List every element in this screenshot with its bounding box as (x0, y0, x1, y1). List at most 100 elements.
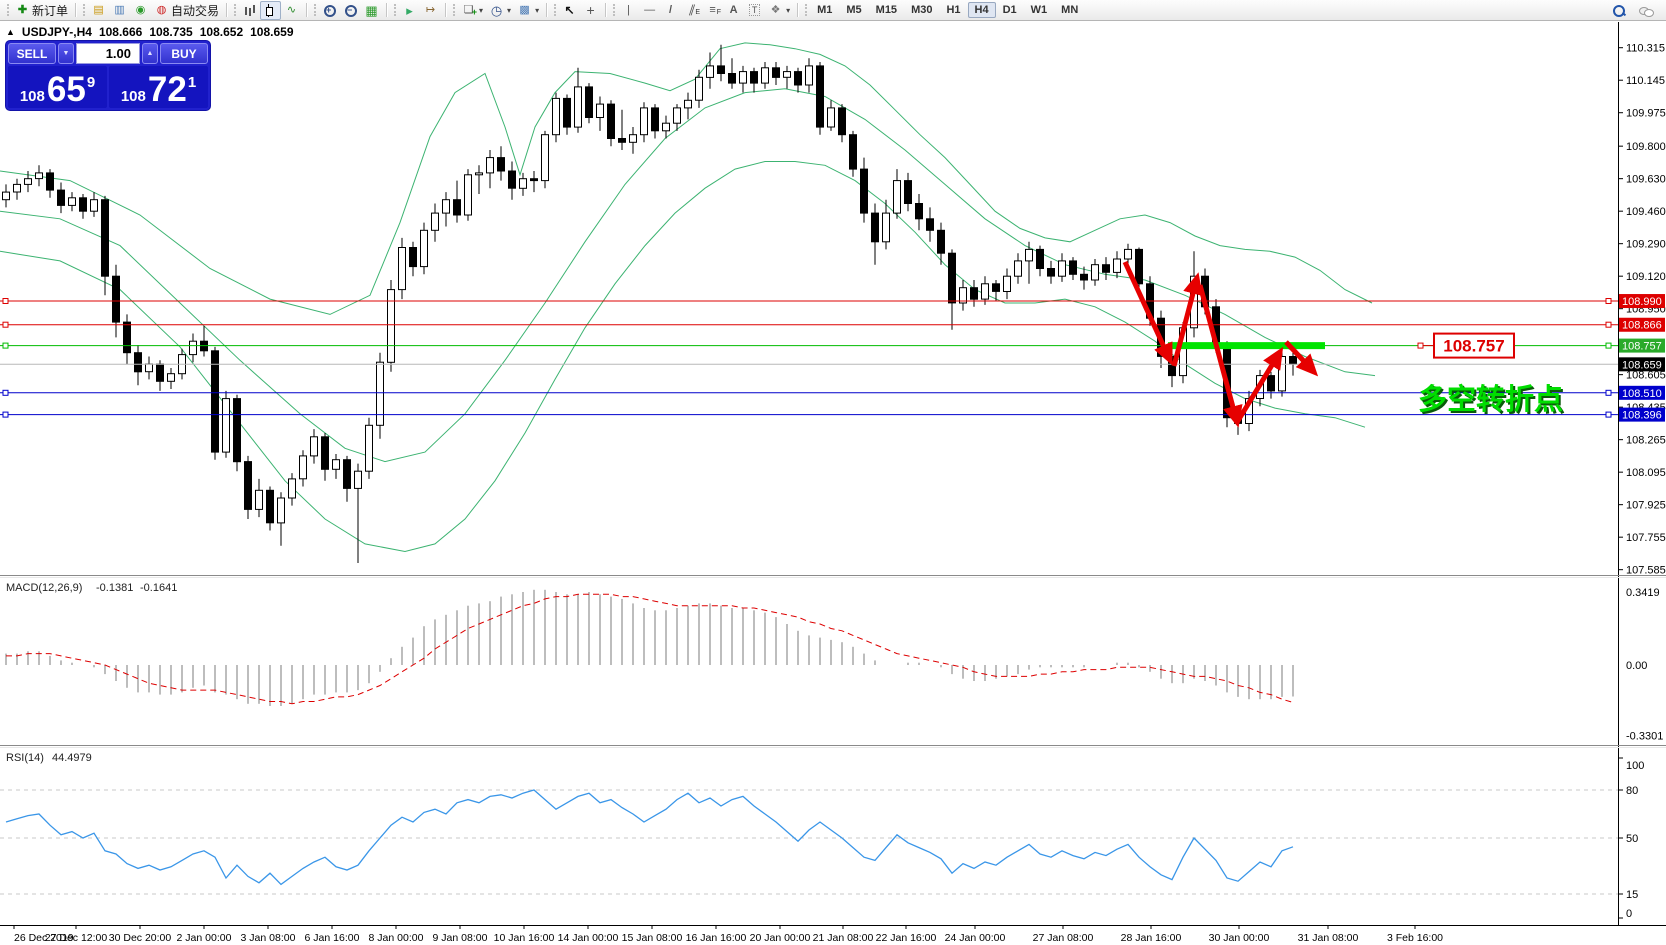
price-tick-label: 109.120 (1626, 271, 1666, 283)
horizontal-lines[interactable] (0, 298, 1618, 418)
timeframe-w1[interactable]: W1 (1030, 4, 1048, 16)
new-chart-button[interactable]: ▾ (458, 1, 486, 20)
toolbar-right (1608, 1, 1662, 20)
macd-signal-line (6, 593, 1294, 705)
macd-value: -0.1381 (96, 582, 133, 594)
candle-body (1047, 268, 1055, 277)
rsi-scale-label: 80 (1626, 785, 1638, 797)
chart-shift-icon (423, 3, 438, 18)
line-handle[interactable] (2, 342, 9, 349)
candle-body (805, 65, 813, 86)
candle-body (123, 321, 131, 354)
vertical-line-button[interactable] (618, 1, 639, 20)
bollinger-upper-band (0, 42, 1373, 315)
candle-body (13, 183, 21, 193)
buy-price-big: 72 (147, 70, 187, 109)
timeframe-m30[interactable]: M30 (911, 4, 933, 16)
periods-button[interactable]: ▾ (486, 1, 514, 20)
candle-body (90, 199, 98, 212)
arrows-tool-button[interactable]: ▾ (765, 1, 793, 20)
auto-scroll-button[interactable] (399, 1, 420, 20)
collapse-arrow-icon[interactable]: ▲ (6, 27, 15, 37)
candle-body (299, 455, 307, 480)
rsi-scale-label: 15 (1626, 889, 1638, 901)
text-label-button[interactable] (744, 1, 765, 20)
buy-button[interactable]: BUY (160, 43, 208, 64)
candle-body (343, 459, 351, 489)
line-handle[interactable] (1605, 342, 1612, 349)
candle-body (1003, 275, 1011, 293)
crosshair-button[interactable] (580, 1, 601, 20)
text-icon (726, 3, 741, 18)
time-tick-label: 10 Jan 16:00 (494, 932, 555, 944)
horizontal-line-button[interactable] (639, 1, 660, 20)
trend-arrow[interactable] (1284, 340, 1319, 377)
price-axis[interactable]: 110.315 110.145 109.975 109.800 109.630 109.4… (1618, 43, 1666, 920)
chevron-down-icon: ▾ (479, 5, 484, 15)
chat-button[interactable] (1635, 1, 1656, 20)
timeframe-m5[interactable]: M5 (846, 4, 862, 16)
quote-high: 108.735 (149, 25, 193, 39)
fibonacci-button[interactable] (702, 1, 723, 20)
line-handle[interactable] (1605, 298, 1612, 304)
zoom-out-button[interactable] (340, 1, 361, 20)
cursor-button[interactable] (559, 1, 580, 20)
sell-price-pip: 9 (86, 74, 96, 91)
tile-windows-button[interactable] (361, 1, 382, 20)
price-callout-box[interactable] (1433, 332, 1515, 359)
volume-input[interactable]: 1.00 (76, 43, 140, 64)
line-handle[interactable] (2, 298, 9, 304)
trend-arrow[interactable] (1197, 284, 1243, 428)
annotation-text[interactable]: 多空转折点 (1418, 382, 1563, 416)
candle-body (981, 283, 989, 300)
timeframe-h1[interactable]: H1 (946, 4, 961, 16)
line-handle[interactable] (2, 411, 9, 418)
line-handle[interactable] (1605, 389, 1612, 396)
line-chart-mode-button[interactable] (281, 1, 302, 20)
trend-arrow[interactable] (1122, 260, 1173, 366)
timeframe-h4[interactable]: H4 (967, 2, 996, 18)
sell-button[interactable]: SELL (8, 43, 56, 64)
text-button[interactable] (723, 1, 744, 20)
buy-price-display[interactable]: 108 72 1 (109, 66, 208, 108)
new-order-button[interactable]: 新订单 (12, 1, 71, 20)
candle-mode-button[interactable] (260, 0, 282, 20)
trend-arrow[interactable] (1233, 346, 1284, 426)
search-button[interactable] (1608, 1, 1629, 20)
timeframe-d1[interactable]: D1 (1002, 4, 1017, 16)
sell-price-display[interactable]: 108 65 9 (8, 66, 107, 108)
bollinger-middle-band (0, 88, 1376, 463)
line-handle[interactable] (1605, 321, 1612, 328)
zoom-in-button[interactable] (319, 1, 340, 20)
callout-anchor[interactable] (1417, 342, 1424, 349)
vertical-line-icon (621, 3, 636, 18)
auto-trading-button[interactable]: 自动交易 (151, 1, 222, 20)
chart-shift-button[interactable] (420, 1, 441, 20)
candle-body (761, 67, 769, 84)
candle-body (904, 180, 912, 205)
line-handle[interactable] (1605, 411, 1612, 418)
line-handle[interactable] (2, 321, 9, 328)
line-handle[interactable] (2, 389, 9, 396)
data-window-button[interactable] (109, 1, 130, 20)
templates-button[interactable]: ▾ (514, 1, 542, 20)
equidistant-channel-button[interactable] (681, 1, 702, 20)
candle-body (519, 178, 527, 189)
candle-body (321, 436, 329, 470)
navigator-button[interactable] (130, 1, 151, 20)
timeframe-m1[interactable]: M1 (817, 4, 833, 16)
timeframe-m15[interactable]: M15 (875, 4, 898, 16)
symbol-period: USDJPY-,H4 (21, 25, 92, 39)
trend-line-button[interactable] (660, 1, 681, 20)
volume-increase-button[interactable]: ▲ (142, 43, 158, 64)
volume-decrease-button[interactable]: ▼ (58, 43, 74, 64)
market-watch-button[interactable] (88, 1, 109, 20)
zoom-in-icon (322, 3, 337, 18)
timeframe-mn[interactable]: MN (1061, 4, 1079, 16)
bar-chart-mode-button[interactable] (239, 1, 260, 20)
trend-arrow[interactable] (1171, 272, 1203, 367)
candle-body (332, 459, 340, 470)
